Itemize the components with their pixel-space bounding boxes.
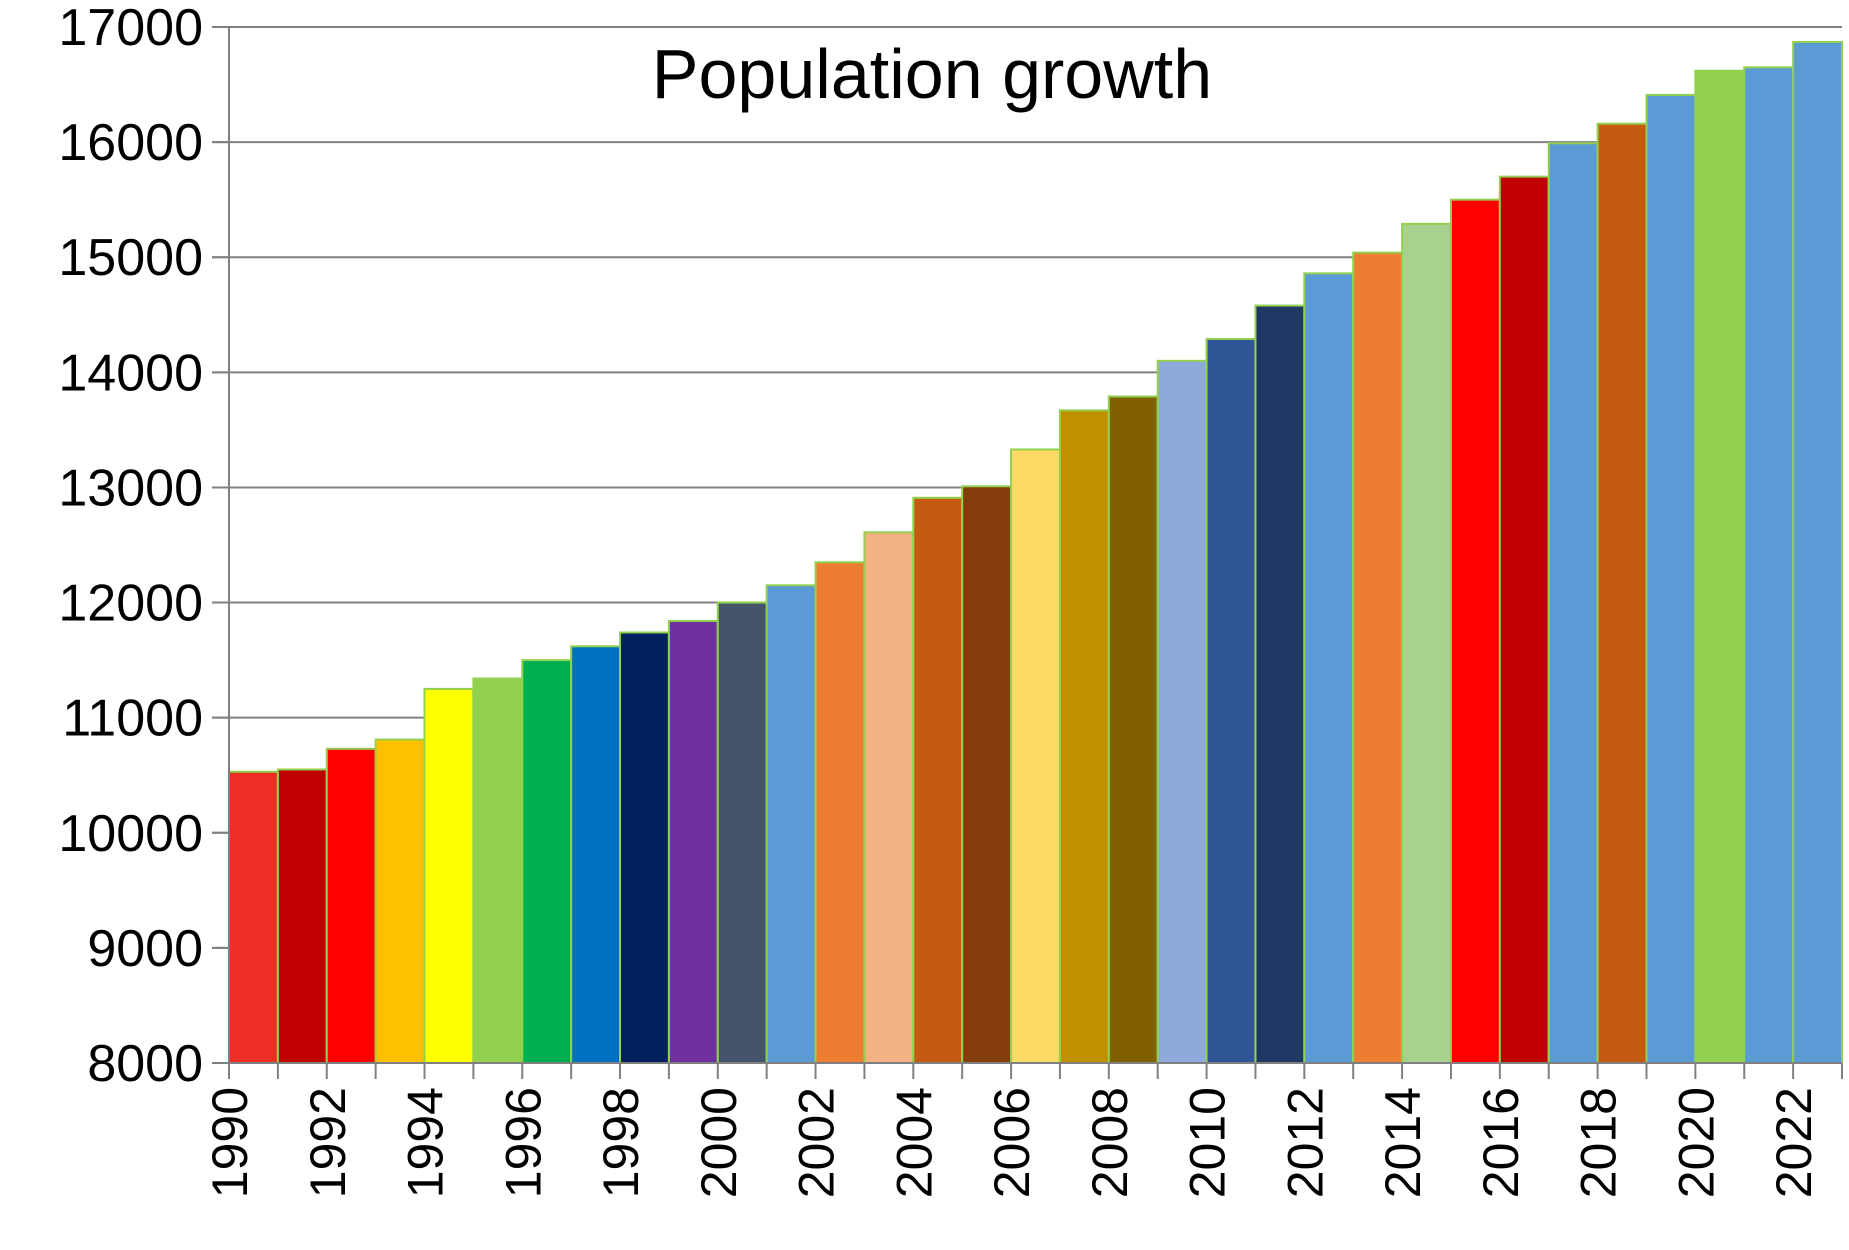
bar-2009 — [1156, 359, 1208, 1065]
x-tick-label: 1998 — [593, 1087, 649, 1198]
y-tick-label: 10000 — [58, 805, 203, 863]
y-tick-label: 13000 — [58, 459, 203, 517]
bar-2006 — [1010, 448, 1061, 1064]
x-tick-label: 2006 — [984, 1087, 1040, 1198]
bar-2001 — [765, 584, 817, 1064]
x-tick-label: 1990 — [202, 1087, 258, 1198]
y-tick-label: 8000 — [87, 1035, 203, 1093]
x-tick-label: 2016 — [1473, 1087, 1529, 1198]
x-tick-label: 2004 — [886, 1087, 942, 1198]
bar-2022 — [1792, 40, 1844, 1065]
axes — [212, 26, 1843, 1079]
y-tick-labels: 8000 9000 10000 11000 12000 13000 14000 15000 16… — [58, 0, 203, 1093]
bar-2008 — [1107, 395, 1159, 1064]
bar-2018 — [1596, 122, 1648, 1064]
bar-2015 — [1449, 198, 1501, 1064]
chart-title: Population growth — [652, 35, 1212, 113]
y-tick-label: 15000 — [58, 229, 203, 287]
bar-1995 — [472, 677, 524, 1064]
y-tick-label: 12000 — [58, 575, 203, 633]
bar-2010 — [1205, 337, 1257, 1064]
bar-1997 — [570, 645, 622, 1064]
bar-2016 — [1498, 175, 1550, 1064]
bar-1999 — [667, 619, 719, 1064]
bar-1998 — [619, 631, 670, 1064]
bar-2002 — [814, 561, 866, 1064]
y-tick-label: 11000 — [62, 690, 203, 748]
bar-2020 — [1694, 69, 1746, 1064]
y-tick-label: 14000 — [58, 344, 203, 402]
y-tick-label: 9000 — [87, 920, 203, 978]
bar-2019 — [1645, 93, 1697, 1065]
bar-2021 — [1743, 66, 1795, 1065]
bar-2011 — [1254, 304, 1306, 1064]
bar-2017 — [1547, 142, 1599, 1065]
bars — [228, 40, 1844, 1065]
x-tick-label: 2018 — [1571, 1087, 1627, 1198]
bar-2013 — [1352, 251, 1404, 1064]
x-tick-label: 1994 — [398, 1087, 454, 1198]
y-tick-label: 16000 — [58, 114, 203, 172]
bar-1990 — [228, 770, 279, 1064]
bar-2000 — [716, 601, 768, 1064]
x-tick-label: 2020 — [1668, 1087, 1724, 1198]
bar-1993 — [374, 738, 426, 1064]
bar-2003 — [863, 531, 915, 1064]
bar-1994 — [423, 687, 475, 1065]
x-tick-label: 2000 — [691, 1087, 747, 1198]
x-tick-label: 2010 — [1180, 1087, 1236, 1198]
x-tick-label: 2008 — [1082, 1087, 1138, 1198]
bar-2012 — [1303, 272, 1355, 1064]
x-tick-label: 2014 — [1375, 1087, 1431, 1198]
x-tick-label: 1992 — [300, 1087, 356, 1198]
x-tick-labels: 1990 1992 1994 1996 1998 2000 2002 2004 2006 2008… — [202, 1087, 1822, 1198]
bar-1996 — [521, 659, 573, 1064]
bar-1991 — [276, 768, 328, 1064]
y-tick-label: 17000 — [58, 0, 203, 57]
bar-2004 — [912, 496, 964, 1064]
x-tick-label: 1996 — [495, 1087, 551, 1198]
x-tick-label: 2022 — [1766, 1087, 1822, 1198]
bar-2014 — [1401, 222, 1452, 1064]
x-tick-label: 2012 — [1277, 1087, 1333, 1198]
bar-2005 — [961, 485, 1013, 1064]
x-tick-label: 2002 — [789, 1087, 845, 1198]
bar-2007 — [1058, 409, 1110, 1064]
bar-1992 — [325, 747, 377, 1064]
